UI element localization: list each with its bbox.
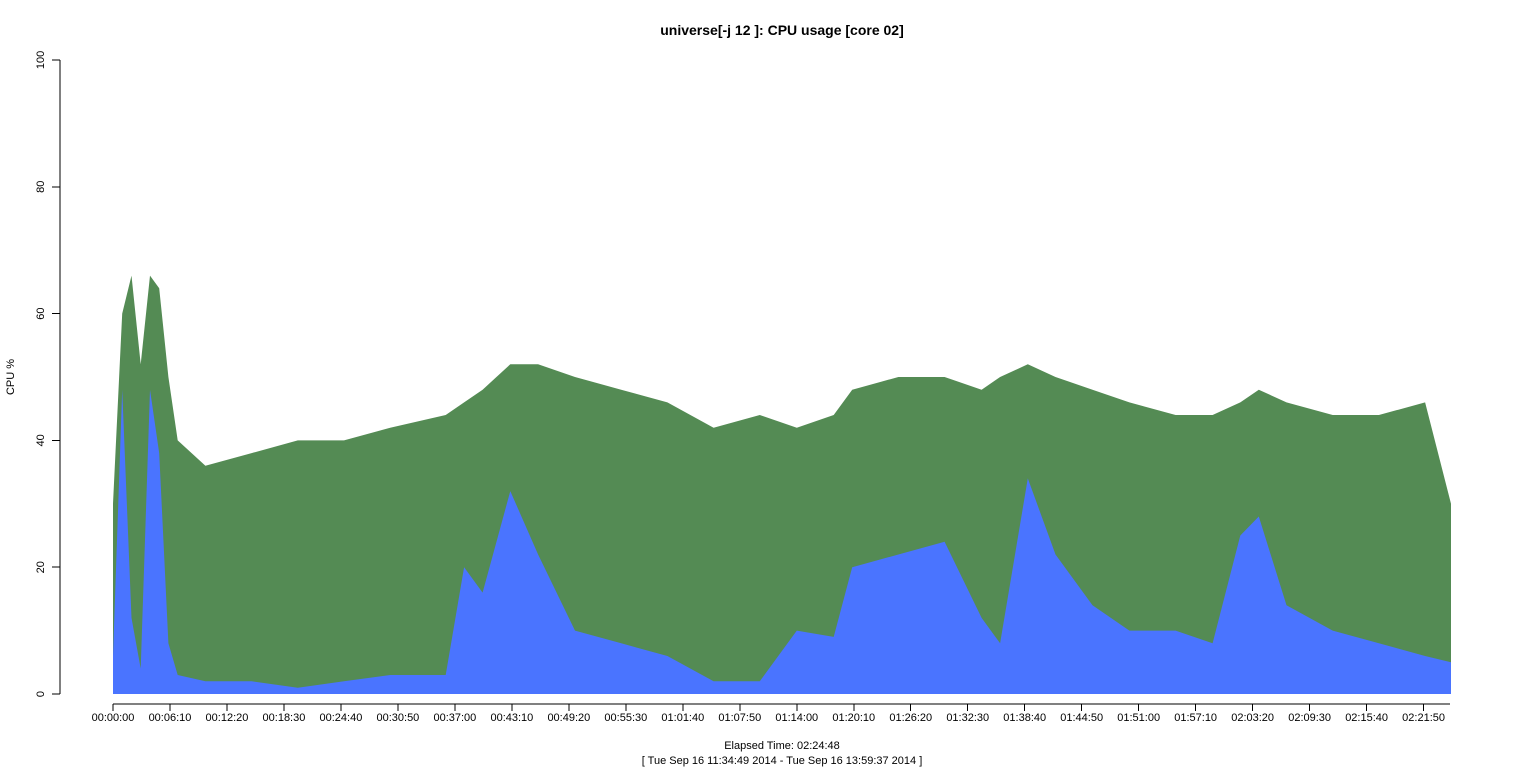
x-tick-label: 00:37:00: [433, 712, 476, 724]
plot-area: [113, 275, 1451, 694]
y-tick-label: 0: [35, 691, 47, 697]
x-tick-label: 02:03:20: [1231, 712, 1274, 724]
y-tick-label: 100: [35, 51, 47, 69]
x-tick-label: 00:30:50: [376, 712, 419, 724]
series-area-bottom: [113, 389, 1451, 694]
x-tick-label: 01:26:20: [889, 712, 932, 724]
chart-title: universe[-j 12 ]: CPU usage [core 02]: [660, 22, 904, 38]
y-tick-label: 80: [35, 181, 47, 193]
time-range-label: [ Tue Sep 16 11:34:49 2014 - Tue Sep 16 …: [642, 755, 923, 767]
x-tick-label: 01:32:30: [946, 712, 989, 724]
x-axis: 00:00:00 00:06:10 00:12:20 00:18:30 00:24:40…: [92, 703, 1450, 724]
series-area-top: [113, 275, 1451, 694]
x-axis-title: Elapsed Time: 02:24:48: [724, 740, 840, 752]
x-tick-label: 01:44:50: [1060, 712, 1103, 724]
y-tick-label: 40: [35, 434, 47, 446]
x-tick-label: 00:24:40: [320, 712, 363, 724]
x-tick-label: 01:51:00: [1117, 712, 1160, 724]
x-tick-label: 00:49:20: [547, 712, 590, 724]
x-tick-label: 01:07:50: [718, 712, 761, 724]
y-axis: 0 20 40 60 80 100: [35, 51, 61, 697]
x-tick-label: 02:09:30: [1288, 712, 1331, 724]
y-tick-label: 20: [35, 561, 47, 573]
x-tick-label: 00:12:20: [206, 712, 249, 724]
x-tick-label: 01:14:00: [775, 712, 818, 724]
x-tick-label: 01:01:40: [661, 712, 704, 724]
x-tick-label: 00:06:10: [149, 712, 192, 724]
y-axis-title: CPU %: [5, 359, 17, 395]
x-tick-label: 01:20:10: [832, 712, 875, 724]
x-tick-label: 02:21:50: [1402, 712, 1445, 724]
x-tick-label: 00:00:00: [92, 712, 135, 724]
x-tick-label: 01:57:10: [1174, 712, 1217, 724]
x-tick-label: 01:38:40: [1003, 712, 1046, 724]
x-tick-label: 00:43:10: [490, 712, 533, 724]
x-tick-label: 00:55:30: [604, 712, 647, 724]
x-tick-label: 02:15:40: [1345, 712, 1388, 724]
x-tick-label: 00:18:30: [263, 712, 306, 724]
y-tick-label: 60: [35, 307, 47, 319]
